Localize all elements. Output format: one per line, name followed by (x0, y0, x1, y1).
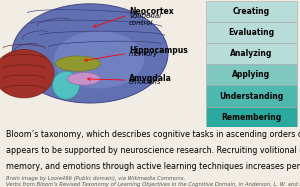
Text: memory: memory (129, 51, 158, 57)
Text: Hippocampus: Hippocampus (129, 46, 188, 55)
Ellipse shape (56, 56, 100, 71)
Text: volitional
control: volitional control (129, 13, 161, 26)
Bar (206, 22, 297, 43)
Text: memory, and emotions through active learning techniques increases performance.: memory, and emotions through active lear… (6, 162, 300, 171)
Ellipse shape (52, 71, 80, 99)
Text: appears to be supported by neuroscience research. Recruiting volitional control,: appears to be supported by neuroscience … (6, 146, 300, 155)
Text: emotions: emotions (129, 79, 161, 85)
Text: Neocortex: Neocortex (129, 7, 174, 16)
Ellipse shape (68, 73, 100, 85)
Bar (206, 1, 297, 22)
Text: Evaluating: Evaluating (228, 28, 274, 37)
Text: Bloom’s taxonomy, which describes cognitive tasks in ascending orders of complex: Bloom’s taxonomy, which describes cognit… (6, 130, 300, 139)
Text: Brain image by Looie496 (Public domain), via Wikimedia Commons.
Verbs from Bloom: Brain image by Looie496 (Public domain),… (6, 176, 300, 187)
Text: Understanding: Understanding (219, 91, 284, 100)
Ellipse shape (0, 50, 54, 98)
Text: Remembering: Remembering (221, 113, 281, 122)
Bar (206, 107, 297, 128)
Bar (206, 43, 297, 64)
Bar (206, 85, 297, 107)
Bar (206, 64, 297, 85)
Text: Amygdala: Amygdala (129, 74, 172, 83)
Ellipse shape (12, 4, 168, 103)
Text: Applying: Applying (232, 70, 270, 79)
Ellipse shape (54, 31, 144, 88)
Text: Creating: Creating (233, 7, 270, 16)
Text: Analyzing: Analyzing (230, 49, 272, 58)
